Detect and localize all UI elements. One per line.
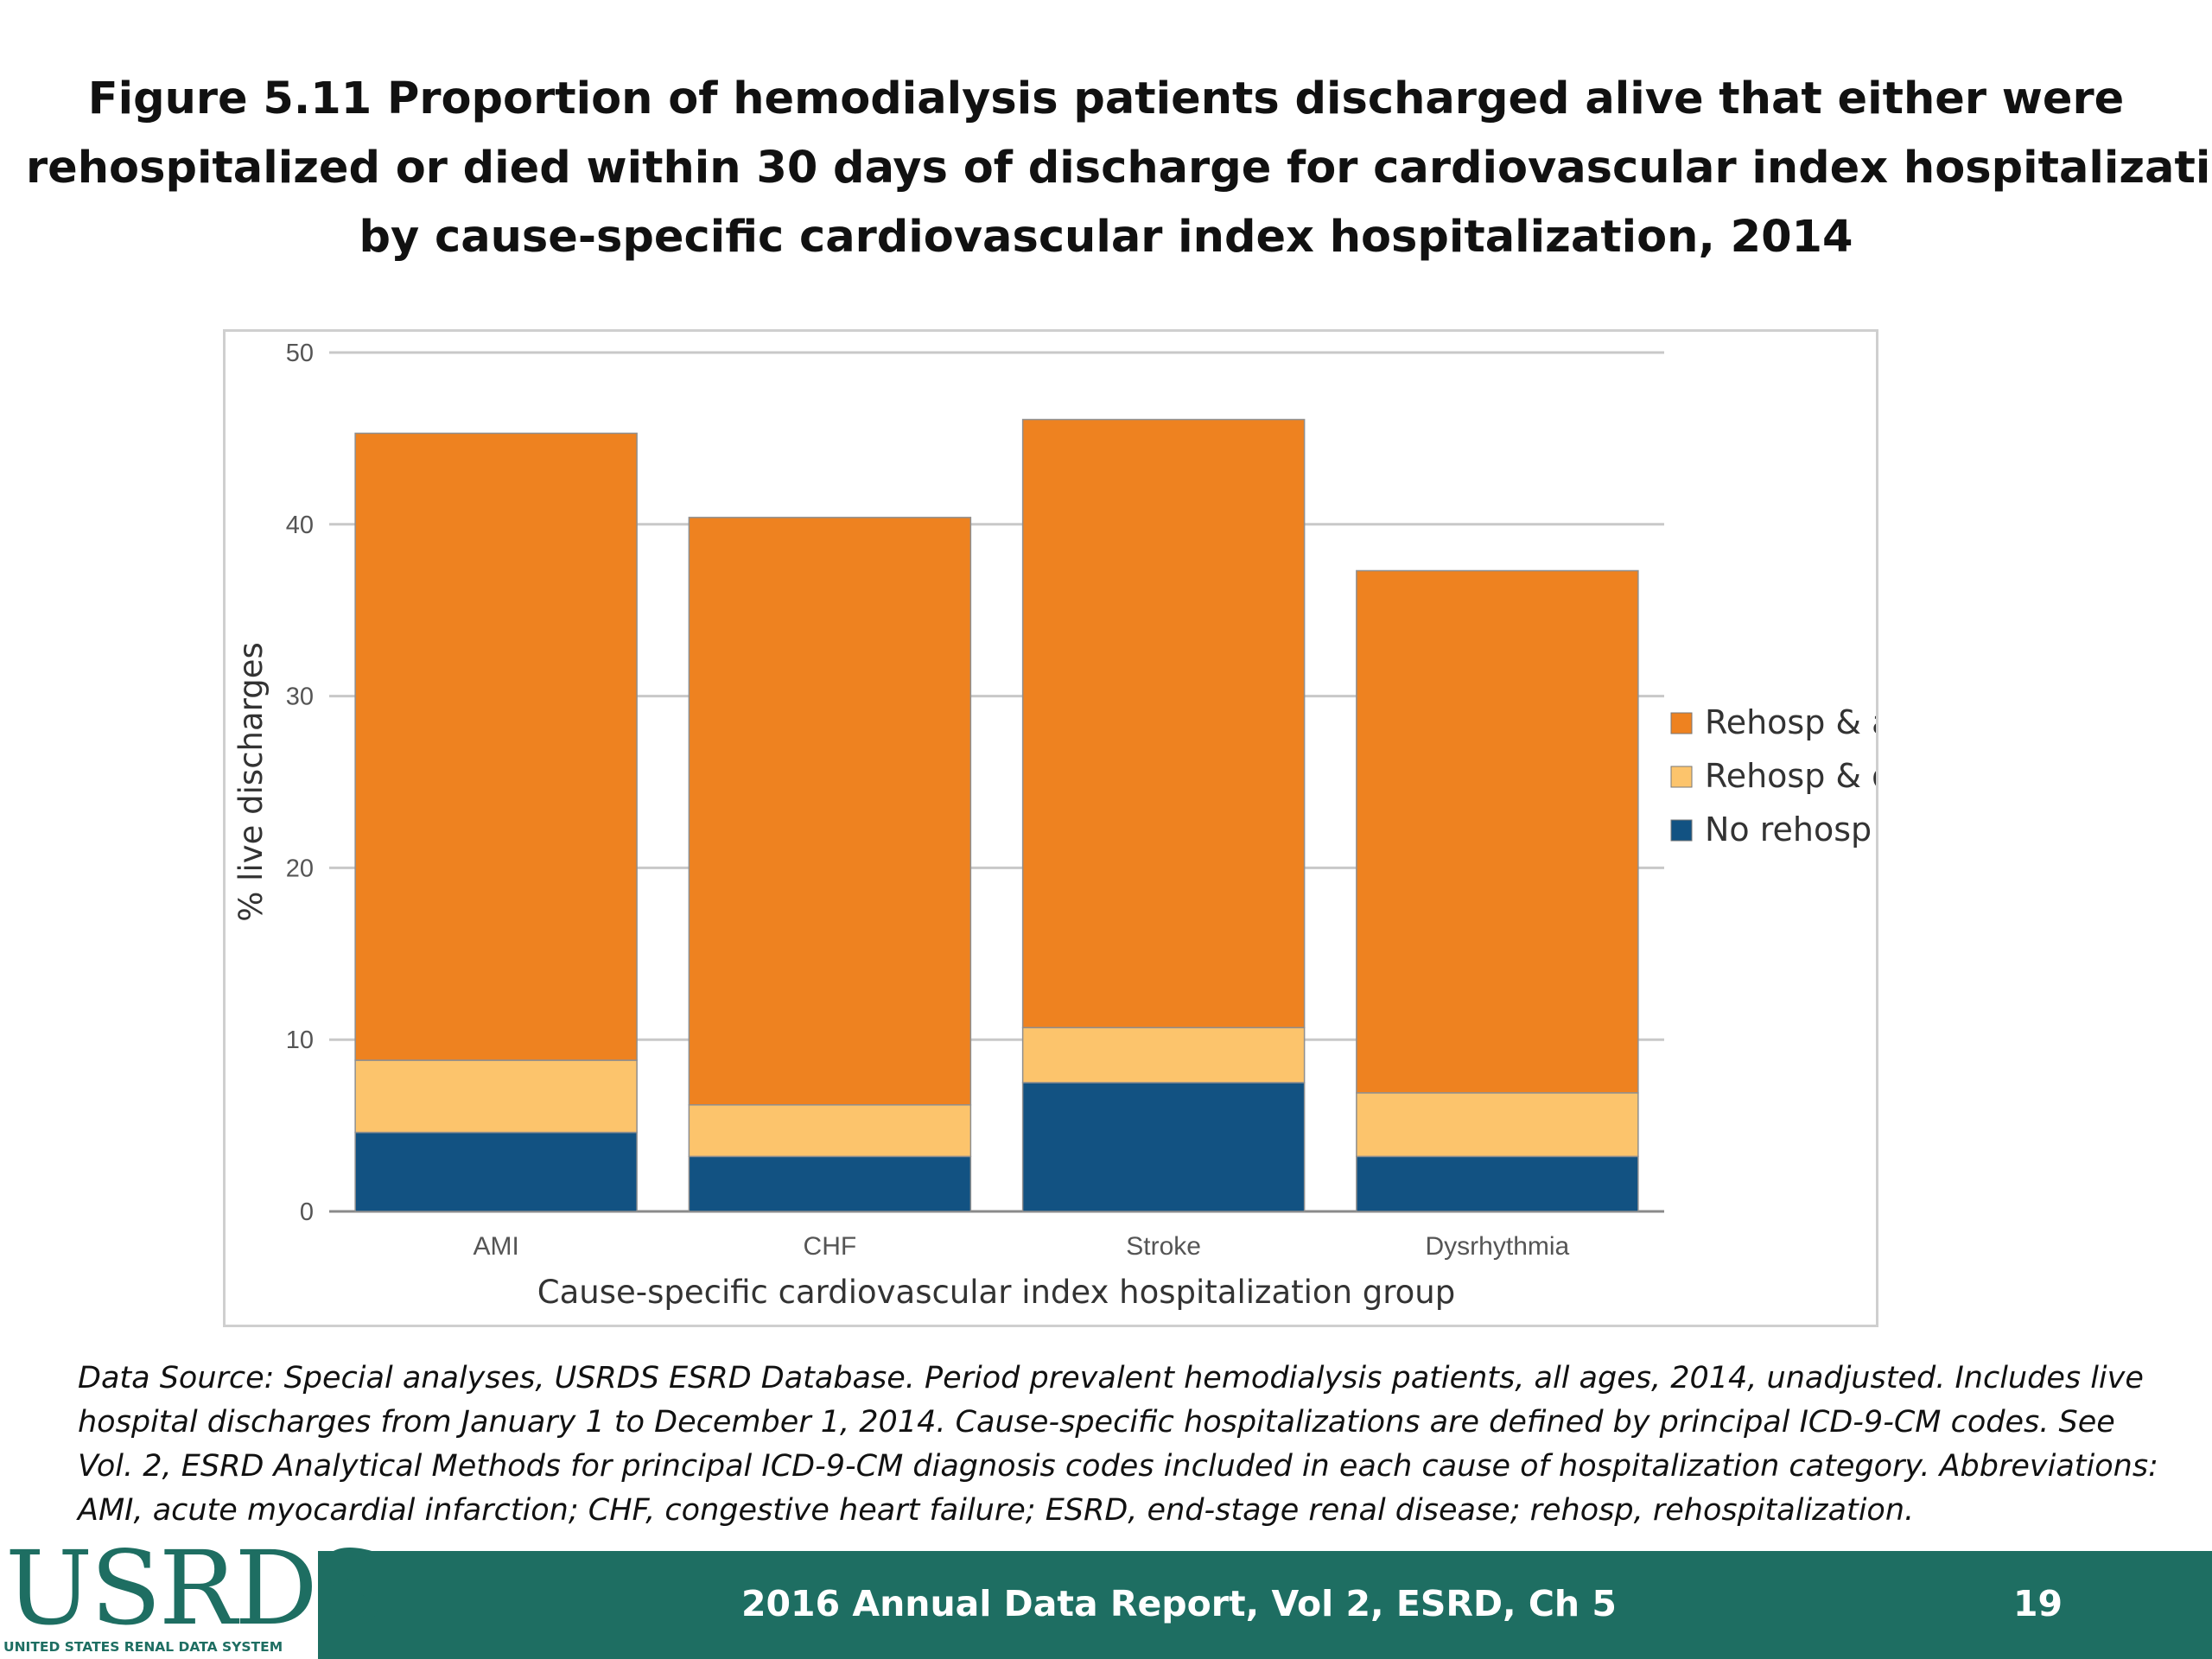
- report-citation: 2016 Annual Data Report, Vol 2, ESRD, Ch…: [741, 1583, 1617, 1624]
- bar-ami-series-1: [354, 1059, 638, 1134]
- y-tick-label: 50: [286, 340, 314, 367]
- legend-label: Rehosp & died: [1705, 757, 1876, 795]
- page-number: 19: [2013, 1583, 2063, 1624]
- x-tick-label: CHF: [804, 1232, 857, 1261]
- y-tick-label: 20: [286, 855, 314, 882]
- footnote-line-2: hospital discharges from January 1 to De…: [78, 1405, 2115, 1440]
- data-source-note: Data Source: Special analyses, USRDS ESR…: [78, 1357, 2169, 1533]
- usrds-logo-text: USRDS: [5, 1529, 386, 1648]
- legend-swatch: [1670, 766, 1693, 788]
- bar-stroke-series-0: [1021, 1082, 1306, 1212]
- bar-dysrhythmia-series-1: [1356, 1092, 1639, 1158]
- y-tick-label: 10: [286, 1027, 314, 1054]
- title-line-3: by cause-specific cardiovascular index h…: [359, 212, 1853, 263]
- figure-title: Figure 5.11 Proportion of hemodialysis p…: [26, 65, 2212, 272]
- y-axis-title: % live discharges: [232, 642, 270, 922]
- title-line-2: rehospitalized or died within 30 days of…: [26, 143, 2212, 194]
- legend-label: Rehosp & alive: [1705, 703, 1876, 741]
- y-tick-label: 40: [286, 512, 314, 539]
- x-tick-label: Stroke: [1126, 1232, 1201, 1261]
- footnote-line-3: Vol. 2, ESRD Analytical Methods for prin…: [78, 1449, 2158, 1484]
- title-line-1: Figure 5.11 Proportion of hemodialysis p…: [87, 73, 2125, 124]
- y-tick-label: 30: [286, 683, 314, 711]
- usrds-logo: [0, 1542, 318, 1659]
- bar-dysrhythmia-series-2: [1356, 569, 1639, 1094]
- bar-chf-series-0: [688, 1155, 972, 1212]
- bar-dysrhythmia-series-0: [1356, 1155, 1639, 1212]
- x-axis-title: Cause-specific cardiovascular index hosp…: [537, 1274, 1456, 1311]
- footnote-line-4: AMI, acute myocardial infarction; CHF, c…: [78, 1493, 1915, 1528]
- bar-ami-series-0: [354, 1131, 638, 1212]
- stacked-bar-chart: 0 10 20 30 40 50 AMI CHF Stroke Dysrhythmia Cause-…: [232, 340, 1876, 1311]
- legend-swatch: [1670, 712, 1693, 734]
- x-tick-label: Dysrhythmia: [1426, 1232, 1570, 1261]
- bar-stroke-series-2: [1021, 418, 1306, 1029]
- bar-chf-series-1: [688, 1103, 972, 1158]
- bar-stroke-series-1: [1021, 1027, 1306, 1084]
- footer-bar: [0, 1551, 2212, 1659]
- x-tick-label: AMI: [473, 1232, 518, 1261]
- bar-ami-series-2: [354, 432, 638, 1061]
- usrds-logo-subtitle: UNITED STATES RENAL DATA SYSTEM: [3, 1639, 283, 1655]
- legend-swatch: [1670, 819, 1693, 842]
- legend-label: No rehosp & died: [1705, 810, 1876, 849]
- footnote-line-1: Data Source: Special analyses, USRDS ESR…: [78, 1361, 2144, 1395]
- y-tick-label: 0: [300, 1198, 314, 1226]
- chart-frame: 0 10 20 30 40 50 AMI CHF Stroke Dysrhythmia Cause-…: [223, 329, 1878, 1327]
- bar-chf-series-2: [688, 517, 972, 1106]
